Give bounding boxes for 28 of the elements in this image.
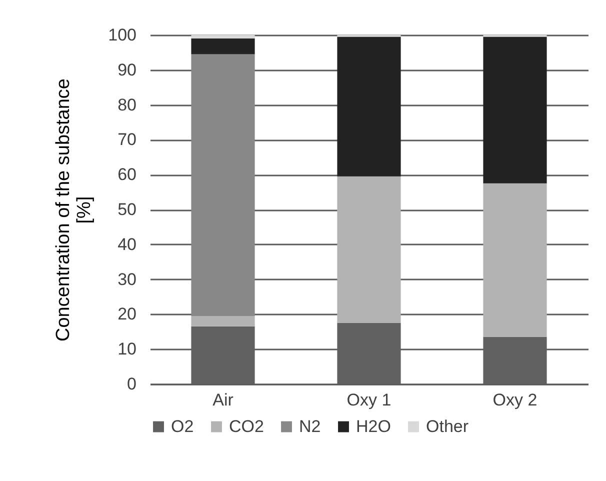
y-tick-label: 50 [118,200,136,219]
y-tick-label: 100 [108,26,136,44]
y-tick-label: 90 [118,60,136,80]
x-tick-label: Air [212,390,234,410]
bar [191,35,255,38]
y-tick-label: 40 [118,234,136,254]
x-tick-label: Oxy 1 [346,390,392,410]
y-tick-label: 80 [118,95,136,114]
y-tick-label: 10 [118,340,136,359]
legend-label: O2 [171,416,194,436]
bar [483,183,547,337]
y-tick-label: 0 [127,374,136,394]
y-tick-label: 20 [118,304,136,324]
bar [191,38,255,54]
legend-label: H2O [356,416,391,436]
bar [337,176,401,323]
bar [337,36,401,176]
y-tick-label: 60 [118,165,136,184]
y-axis-title: Concentration of the substance [%] [53,78,96,342]
legend-label: Other [426,416,469,436]
bar [191,54,255,316]
bar [191,316,255,326]
legend-label: N2 [299,416,321,436]
bar [483,36,547,184]
legend-label: CO2 [229,416,264,436]
x-tick-label: Oxy 2 [492,390,538,410]
y-tick-label: 70 [118,130,136,150]
y-tick-label: 30 [118,270,136,289]
